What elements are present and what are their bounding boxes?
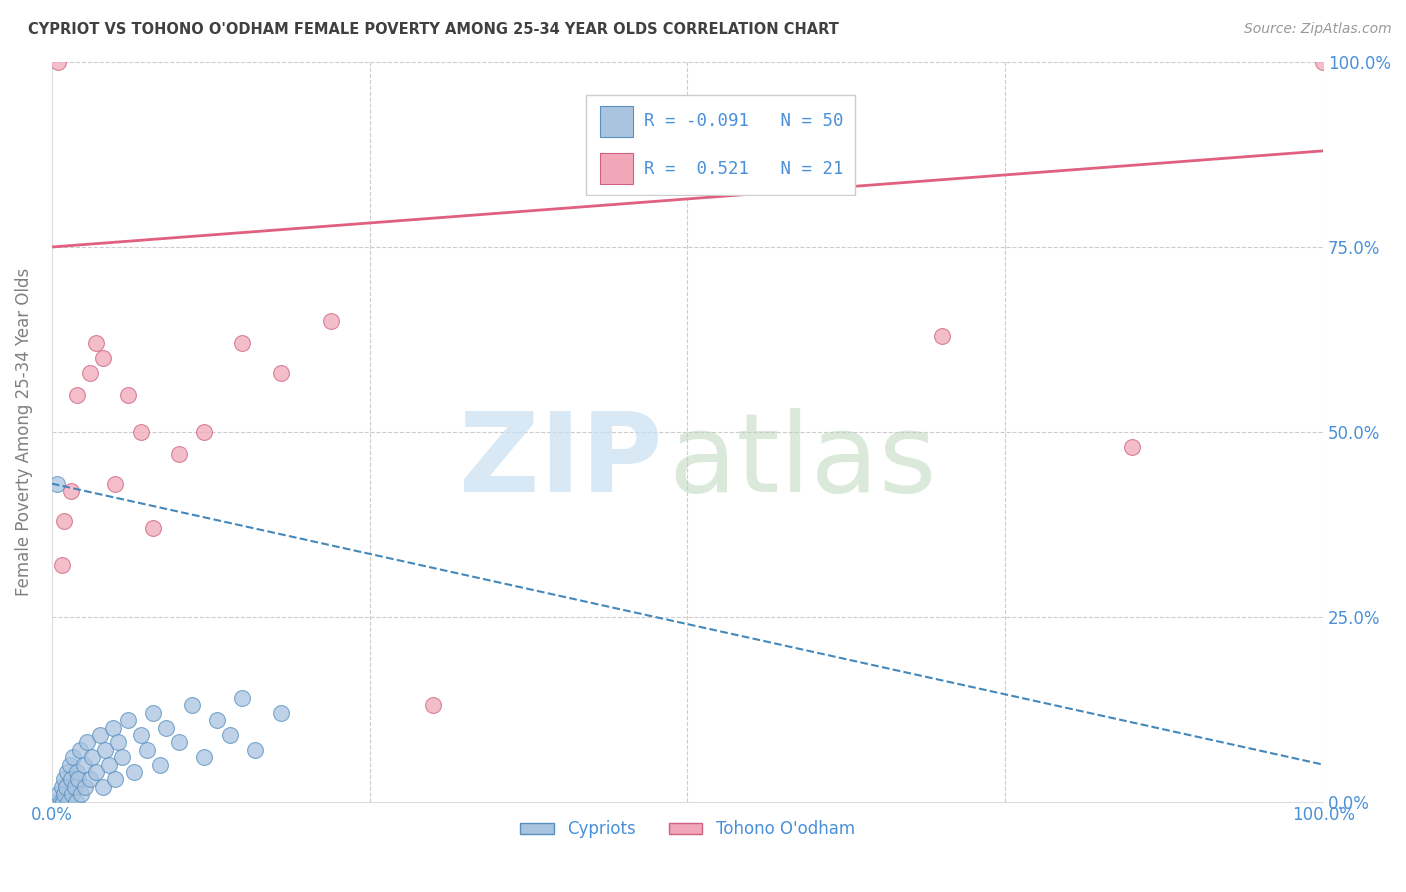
Point <box>270 366 292 380</box>
Point <box>67 772 90 787</box>
Text: R = -0.091   N = 50: R = -0.091 N = 50 <box>644 112 844 130</box>
Point <box>422 698 444 713</box>
Point <box>218 728 240 742</box>
Point <box>59 772 82 787</box>
Point <box>129 425 152 439</box>
Point <box>49 795 72 809</box>
Point <box>51 558 73 572</box>
Point <box>66 388 89 402</box>
Point <box>243 743 266 757</box>
Point <box>89 728 111 742</box>
Point <box>53 772 76 787</box>
FancyBboxPatch shape <box>586 95 855 195</box>
Text: atlas: atlas <box>668 408 936 515</box>
Point <box>45 476 67 491</box>
Point <box>931 328 953 343</box>
Point <box>45 795 67 809</box>
Point <box>63 780 86 794</box>
Point <box>149 757 172 772</box>
FancyBboxPatch shape <box>600 106 633 136</box>
Point <box>66 764 89 779</box>
Point <box>73 780 96 794</box>
Point <box>193 750 215 764</box>
Point <box>270 706 292 720</box>
Point <box>129 728 152 742</box>
Point <box>46 787 69 801</box>
Point <box>91 780 114 794</box>
Point <box>59 483 82 498</box>
Text: ZIP: ZIP <box>458 408 662 515</box>
Point <box>62 750 84 764</box>
Point <box>84 764 107 779</box>
Point <box>205 713 228 727</box>
Point <box>97 757 120 772</box>
Point <box>193 425 215 439</box>
Point <box>82 750 104 764</box>
Point <box>107 735 129 749</box>
Point <box>94 743 117 757</box>
Y-axis label: Female Poverty Among 25-34 Year Olds: Female Poverty Among 25-34 Year Olds <box>15 268 32 596</box>
Point <box>65 795 87 809</box>
Point <box>1121 440 1143 454</box>
Point <box>58 795 80 809</box>
Legend: Cypriots, Tohono O'odham: Cypriots, Tohono O'odham <box>513 814 862 845</box>
Point <box>79 772 101 787</box>
Point <box>1312 55 1334 70</box>
Point <box>72 757 94 772</box>
Point <box>52 795 75 809</box>
Point <box>142 521 165 535</box>
Point <box>79 366 101 380</box>
Point <box>84 336 107 351</box>
Point <box>167 735 190 749</box>
Point <box>70 787 93 801</box>
FancyBboxPatch shape <box>600 153 633 184</box>
Point <box>76 735 98 749</box>
Point <box>60 787 83 801</box>
Point <box>53 787 76 801</box>
Point <box>104 476 127 491</box>
Point <box>155 721 177 735</box>
Text: Source: ZipAtlas.com: Source: ZipAtlas.com <box>1244 22 1392 37</box>
Point <box>167 447 190 461</box>
Point <box>231 691 253 706</box>
Point <box>56 764 79 779</box>
Point <box>46 55 69 70</box>
Point <box>104 772 127 787</box>
Point <box>124 764 146 779</box>
Text: CYPRIOT VS TOHONO O'ODHAM FEMALE POVERTY AMONG 25-34 YEAR OLDS CORRELATION CHART: CYPRIOT VS TOHONO O'ODHAM FEMALE POVERTY… <box>28 22 839 37</box>
Point <box>91 351 114 365</box>
Point <box>51 780 73 794</box>
Point <box>55 780 77 794</box>
Point <box>101 721 124 735</box>
Point <box>111 750 134 764</box>
Point <box>321 314 343 328</box>
Point <box>69 743 91 757</box>
Point <box>58 757 80 772</box>
Point <box>53 514 76 528</box>
Point <box>136 743 159 757</box>
Point <box>117 713 139 727</box>
Point <box>180 698 202 713</box>
Point <box>117 388 139 402</box>
Text: R =  0.521   N = 21: R = 0.521 N = 21 <box>644 160 844 178</box>
Point <box>231 336 253 351</box>
Point <box>142 706 165 720</box>
